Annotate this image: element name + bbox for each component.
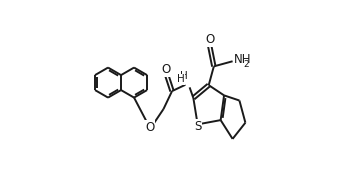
Text: O: O (205, 33, 214, 46)
Text: 2: 2 (244, 60, 249, 69)
Text: O: O (161, 63, 170, 76)
Text: S: S (194, 120, 201, 133)
Text: NH: NH (234, 53, 251, 66)
Text: H: H (177, 74, 185, 84)
Text: H: H (180, 71, 188, 81)
Text: O: O (145, 121, 155, 134)
